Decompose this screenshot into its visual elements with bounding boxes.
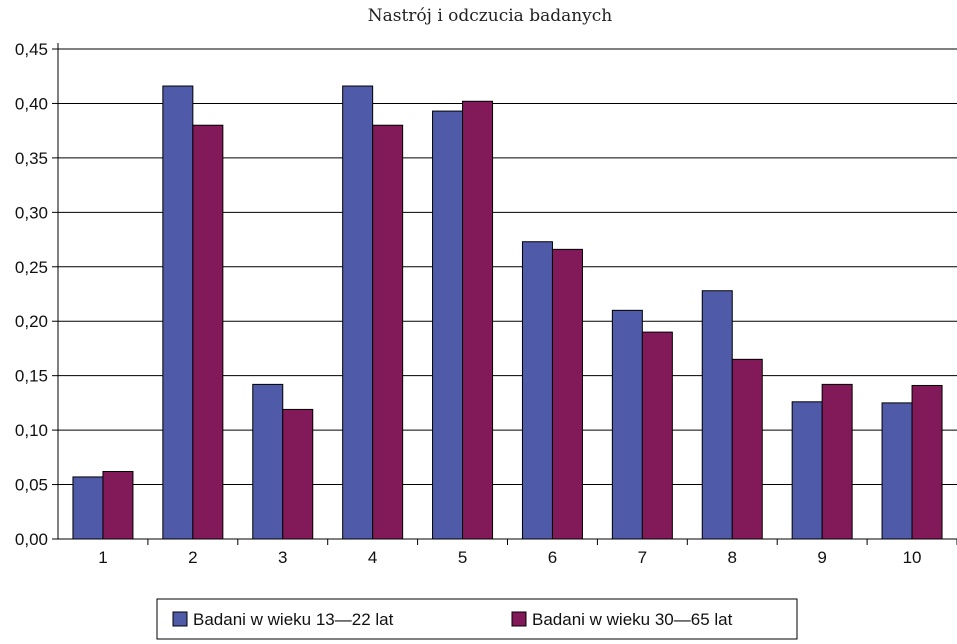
- y-tick-label: 0,20: [15, 312, 48, 331]
- legend-box: [156, 598, 798, 640]
- x-tick-label: 6: [548, 548, 557, 567]
- y-tick-label: 0,40: [15, 94, 48, 113]
- bar: [432, 110, 464, 540]
- x-tick-label: 2: [188, 548, 197, 567]
- bar: [282, 408, 314, 540]
- x-tick-label: 7: [638, 548, 647, 567]
- bar: [162, 85, 194, 540]
- bar: [821, 383, 853, 540]
- y-tick-label: 0,25: [15, 258, 48, 277]
- x-axis-ticks: 1 2 3 4 5 6 7 8 9 10: [98, 539, 957, 567]
- chart-title: Nastrój i odczucia badanych: [368, 6, 613, 26]
- y-tick-label: 0,45: [15, 40, 48, 59]
- y-tick-label: 0,15: [15, 367, 48, 386]
- x-tick-label: 4: [368, 548, 377, 567]
- x-tick-label: 10: [903, 548, 922, 567]
- y-tick-label: 0,05: [15, 476, 48, 495]
- legend-swatch: [511, 611, 527, 627]
- legend-label: Badani w wieku 13—22 lat: [193, 610, 394, 629]
- y-tick-label: 0,10: [15, 421, 48, 440]
- x-tick-label: 9: [817, 548, 826, 567]
- bar: [342, 85, 374, 540]
- x-tick-label: 3: [278, 548, 287, 567]
- bar: [911, 384, 943, 540]
- y-tick-label: 0,00: [15, 530, 48, 549]
- bar: [791, 401, 823, 540]
- bar: [102, 470, 134, 540]
- bars: [72, 85, 943, 540]
- x-tick-label: 5: [458, 548, 467, 567]
- bar: [731, 358, 763, 540]
- y-axis-ticks: 0,00 0,05 0,10 0,15 0,20 0,25 0,30 0,35 0,40 0,45: [15, 40, 58, 549]
- bar: [192, 124, 224, 540]
- bar: [72, 476, 104, 540]
- bar: [462, 100, 494, 540]
- bar: [611, 309, 643, 540]
- legend-label: Badani w wieku 30—65 lat: [532, 610, 733, 629]
- bar: [372, 124, 404, 540]
- bar: [551, 248, 583, 540]
- y-tick-label: 0,30: [15, 203, 48, 222]
- legend: Badani w wieku 13—22 lat Badani w wieku 3…: [156, 598, 798, 640]
- x-tick-label: 1: [98, 548, 107, 567]
- bar: [701, 290, 733, 540]
- bar: [252, 383, 284, 540]
- bar: [521, 241, 553, 540]
- y-tick-label: 0,35: [15, 149, 48, 168]
- bar: [641, 331, 673, 540]
- x-tick-label: 8: [728, 548, 737, 567]
- legend-swatch: [172, 611, 188, 627]
- bar: [881, 402, 913, 540]
